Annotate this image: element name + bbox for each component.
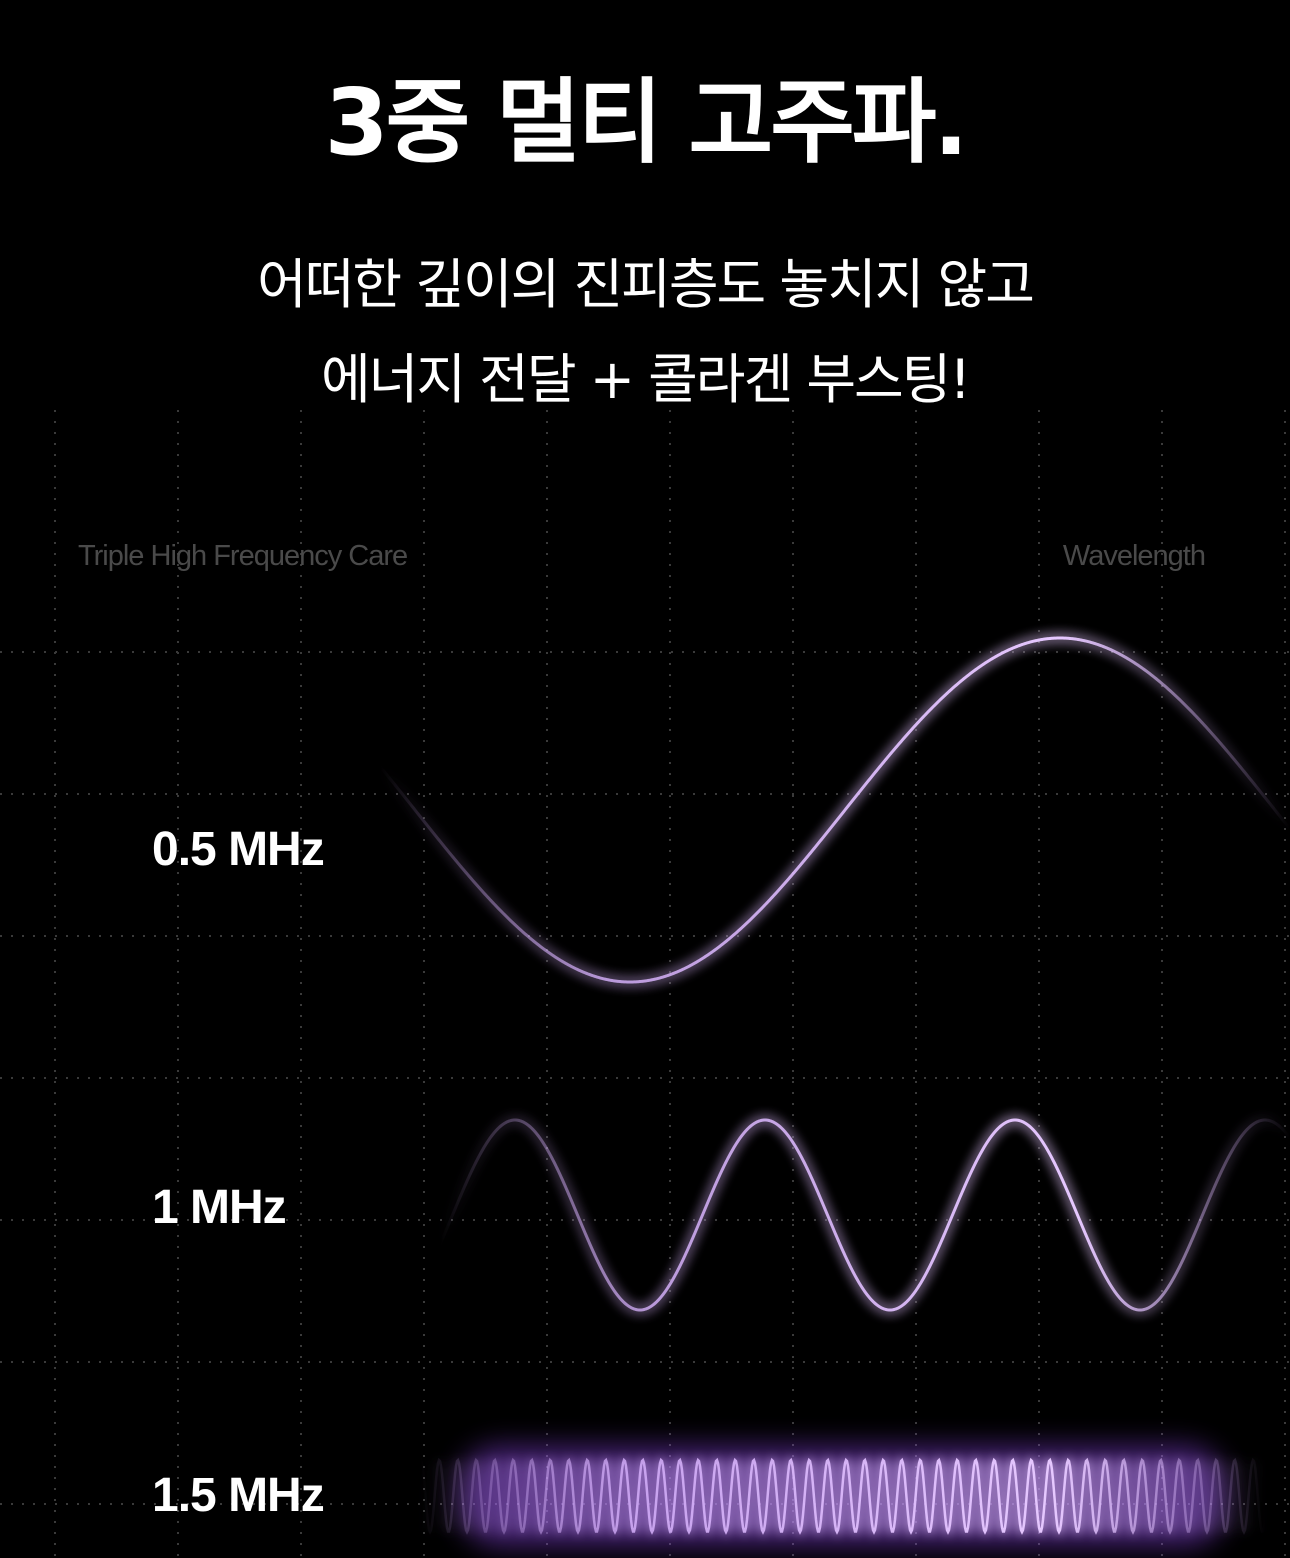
page-title: 3중 멀티 고주파. <box>324 69 969 176</box>
frequency-label-1-5mhz: 1.5 MHz <box>152 1469 325 1522</box>
wave-0-5-mhz <box>378 636 1290 984</box>
wave-1-mhz <box>438 1118 1290 1312</box>
subtitle-line-1: 어떠한 깊이의 진피층도 놓치지 않고 <box>257 253 1035 316</box>
caption-left: Triple High Frequency Care <box>78 540 408 572</box>
frequency-label-1mhz: 1 MHz <box>152 1181 287 1234</box>
caption-right: Wavelength <box>1062 540 1206 572</box>
wave-1-5-mhz <box>419 1457 1267 1535</box>
frequency-label-0-5mhz: 0.5 MHz <box>152 823 325 876</box>
subtitle-line-2: 에너지 전달 + 콜라겐 부스팅! <box>320 348 971 411</box>
